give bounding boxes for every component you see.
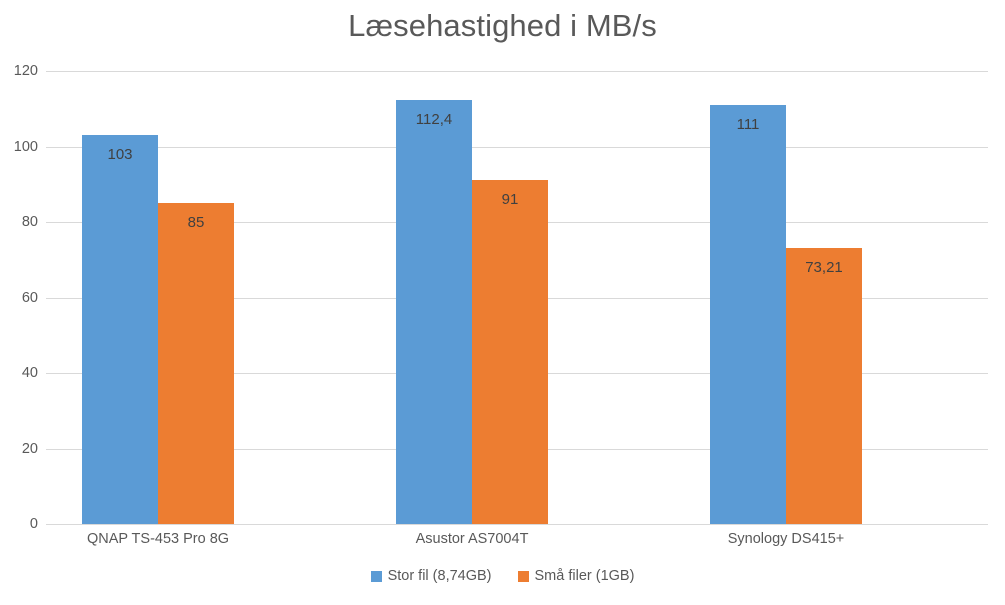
- bar[interactable]: 103: [82, 135, 158, 524]
- y-axis-tick-label: 120: [13, 62, 38, 79]
- legend-label: Små filer (1GB): [534, 568, 635, 584]
- x-axis-category-label: QNAP TS-453 Pro 8G: [86, 531, 230, 547]
- legend-label: Stor fil (8,74GB): [387, 568, 492, 584]
- bar[interactable]: 111: [710, 104, 786, 524]
- y-axis: 0 20 40 60 80 100 120: [0, 64, 38, 531]
- x-axis: QNAP TS-453 Pro 8G Asustor AS7004T Synolog…: [46, 531, 988, 557]
- legend-swatch-icon: [370, 570, 382, 582]
- bar[interactable]: 91: [472, 180, 548, 524]
- x-axis-line: [46, 524, 988, 525]
- legend-item[interactable]: Små filer (1GB): [517, 568, 635, 584]
- y-axis-tick-label: 20: [21, 440, 38, 457]
- y-axis-tick-label: 60: [21, 289, 38, 306]
- bar-value-label: 112,4: [415, 110, 453, 128]
- y-axis-tick-label: 80: [21, 213, 38, 230]
- bar-value-label: 103: [107, 146, 133, 164]
- bar-value-label: 91: [501, 191, 519, 209]
- x-axis-category-label: Synology DS415+: [727, 531, 845, 547]
- bar[interactable]: 85: [158, 203, 234, 524]
- bars-layer: 103 85 112,4 91 111 73,21: [46, 71, 988, 524]
- x-axis-category-label: Asustor AS7004T: [415, 531, 529, 547]
- gridline: [46, 71, 988, 72]
- chart-title: Læsehastighed i MB/s: [348, 8, 657, 43]
- bar-value-label: 111: [736, 115, 760, 133]
- legend-swatch-icon: [517, 570, 529, 582]
- bar[interactable]: 112,4: [396, 99, 472, 524]
- y-axis-tick-label: 100: [13, 138, 38, 155]
- legend-item[interactable]: Stor fil (8,74GB): [370, 568, 492, 584]
- bar[interactable]: 73,21: [786, 247, 862, 524]
- y-axis-tick-label: 0: [29, 515, 38, 532]
- y-axis-tick-label: 40: [21, 364, 38, 381]
- chart-legend: Stor fil (8,74GB) Små filer (1GB): [0, 569, 1005, 584]
- bar-value-label: 73,21: [805, 258, 843, 276]
- gridline: [46, 146, 988, 148]
- bar-value-label: 85: [187, 214, 205, 232]
